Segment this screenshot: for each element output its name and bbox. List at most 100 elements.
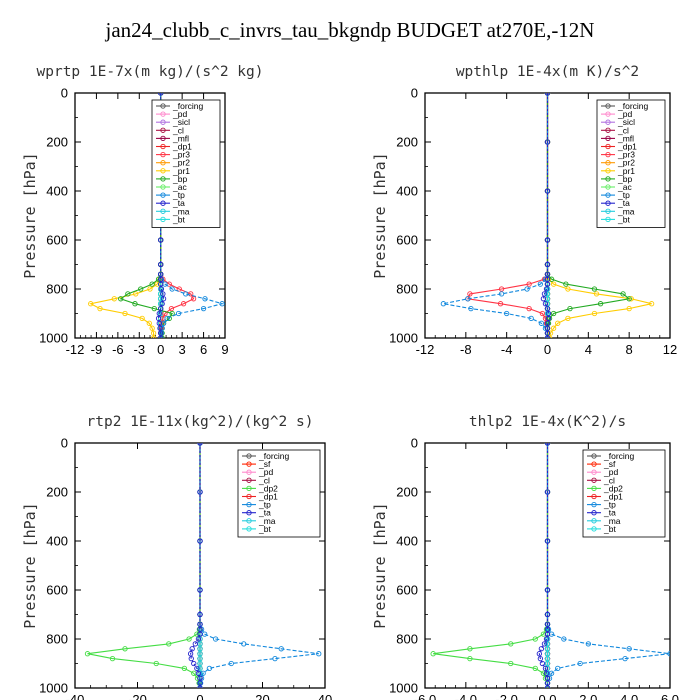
legend-label-bt: _bt bbox=[617, 214, 630, 224]
data-point-ta bbox=[158, 335, 164, 338]
panel-3: rtp2 1E-11x(kg^2)/(kg^2 s) Pressure [hPa]… bbox=[21, 414, 332, 700]
data-point-pr1 bbox=[547, 330, 554, 336]
legend-label-bp: _bp bbox=[172, 174, 187, 184]
series-line-pr3 bbox=[467, 93, 549, 338]
legend-marker-tp bbox=[160, 192, 166, 198]
data-point-tp bbox=[198, 626, 205, 632]
y-tick-label: 0 bbox=[61, 86, 68, 101]
data-point-pr1 bbox=[555, 320, 561, 326]
data-point-dp2 bbox=[122, 646, 128, 652]
data-point-tp bbox=[175, 310, 182, 317]
legend-marker-tp bbox=[246, 501, 252, 508]
data-point-tp bbox=[272, 655, 278, 662]
legend-label-cl: _cl bbox=[603, 475, 615, 485]
data-point-ta bbox=[544, 587, 551, 593]
data-point-tp bbox=[555, 665, 561, 672]
y-axis-label: Pressure [hPa] bbox=[371, 152, 389, 278]
data-point-tp bbox=[468, 305, 474, 312]
data-point-tp bbox=[577, 660, 583, 667]
legend-marker-forcing bbox=[605, 103, 611, 109]
data-point-tp bbox=[585, 641, 591, 647]
y-axis-label: Pressure [hPa] bbox=[21, 502, 39, 628]
legend-box bbox=[596, 99, 666, 228]
y-tick-label: 600 bbox=[396, 583, 418, 598]
data-point-bt bbox=[544, 641, 551, 647]
legend-marker-pd bbox=[591, 469, 597, 475]
data-point-tp bbox=[316, 651, 322, 657]
x-tick-label: 4 bbox=[585, 342, 592, 357]
data-point-ta bbox=[197, 611, 203, 618]
legend-label-tp: _tp bbox=[603, 500, 616, 510]
legend-marker-dp2 bbox=[246, 485, 252, 492]
legend-marker-cl bbox=[591, 477, 597, 483]
y-tick-label: 800 bbox=[396, 282, 418, 297]
data-point-tp bbox=[219, 301, 225, 307]
data-point-ta bbox=[197, 538, 203, 544]
legend-marker-dp1 bbox=[591, 493, 597, 500]
data-point-ta bbox=[544, 139, 551, 145]
x-tick-label: 2.0 bbox=[579, 692, 597, 700]
data-point-ta bbox=[197, 685, 203, 688]
data-point-ta bbox=[545, 315, 552, 322]
legend-label-forcing: _forcing bbox=[603, 451, 635, 461]
data-point-ta bbox=[197, 621, 203, 627]
x-tick-label: 0.0 bbox=[538, 692, 556, 700]
data-point-tp bbox=[667, 651, 670, 657]
data-point-tp bbox=[537, 281, 544, 287]
data-point-bt bbox=[158, 296, 164, 302]
data-point-ta bbox=[541, 291, 548, 297]
y-tick-label: 1000 bbox=[389, 331, 418, 346]
data-point-tp bbox=[528, 315, 534, 322]
data-point-bt bbox=[197, 660, 203, 667]
legend: _forcing_pd_sicl_cl_mfl_dp1_pr3_pr2_pr1_… bbox=[596, 99, 666, 228]
legend-label-sicl: _sicl bbox=[617, 117, 635, 127]
y-tick-label: 800 bbox=[46, 282, 68, 297]
series-line-ta bbox=[538, 443, 549, 688]
x-tick-label: 6.0 bbox=[661, 692, 679, 700]
legend-marker-ta bbox=[246, 510, 252, 516]
data-point-bp bbox=[563, 281, 569, 287]
data-point-bp bbox=[125, 291, 131, 297]
data-point-tp bbox=[626, 646, 632, 652]
data-point-ta bbox=[160, 296, 167, 302]
legend-box bbox=[582, 449, 666, 538]
data-point-tp bbox=[538, 320, 545, 326]
legend-marker-ac bbox=[160, 184, 166, 190]
x-tick-label: 0 bbox=[544, 342, 551, 357]
data-point-pr3 bbox=[497, 301, 504, 307]
legend-label-ma: _ma bbox=[258, 516, 276, 526]
legend-marker-bt bbox=[591, 526, 597, 532]
data-point-bp bbox=[166, 315, 172, 322]
data-point-dp2 bbox=[540, 670, 547, 676]
data-point-ta bbox=[197, 631, 203, 637]
series-line-dp2 bbox=[433, 443, 549, 688]
data-point-bp bbox=[169, 310, 175, 317]
legend-label-ta: _ta bbox=[617, 198, 630, 208]
legend-marker-bt bbox=[605, 216, 611, 223]
data-point-ta bbox=[544, 685, 551, 688]
legend-label-pd: _pd bbox=[603, 467, 618, 477]
data-point-tp bbox=[164, 315, 170, 322]
data-point-bt bbox=[197, 670, 203, 676]
data-point-ta bbox=[544, 281, 551, 287]
legend-marker-ma bbox=[246, 518, 252, 524]
legend-box bbox=[151, 99, 221, 228]
figure-title: jan24_clubb_c_invrs_tau_bkgndp BUDGET at… bbox=[105, 18, 595, 42]
data-point-ta bbox=[188, 655, 194, 662]
data-point-tp bbox=[622, 655, 628, 662]
x-tick-label: -6.0 bbox=[414, 692, 436, 700]
data-point-tp bbox=[198, 675, 205, 681]
y-tick-label: 1000 bbox=[389, 681, 418, 696]
data-point-bt bbox=[544, 646, 551, 652]
legend-marker-tp bbox=[591, 501, 597, 508]
legend-label-pr1: _pr1 bbox=[617, 166, 635, 176]
data-point-pr3 bbox=[498, 286, 505, 292]
data-point-tp bbox=[169, 286, 175, 292]
data-point-pr1 bbox=[133, 291, 139, 297]
data-point-ta bbox=[544, 330, 551, 336]
x-tick-label: -8 bbox=[460, 342, 472, 357]
legend-marker-pd bbox=[246, 469, 252, 475]
data-point-bp bbox=[132, 301, 138, 307]
legend-marker-pr2 bbox=[605, 160, 611, 166]
legend-marker-pr1 bbox=[605, 168, 611, 174]
